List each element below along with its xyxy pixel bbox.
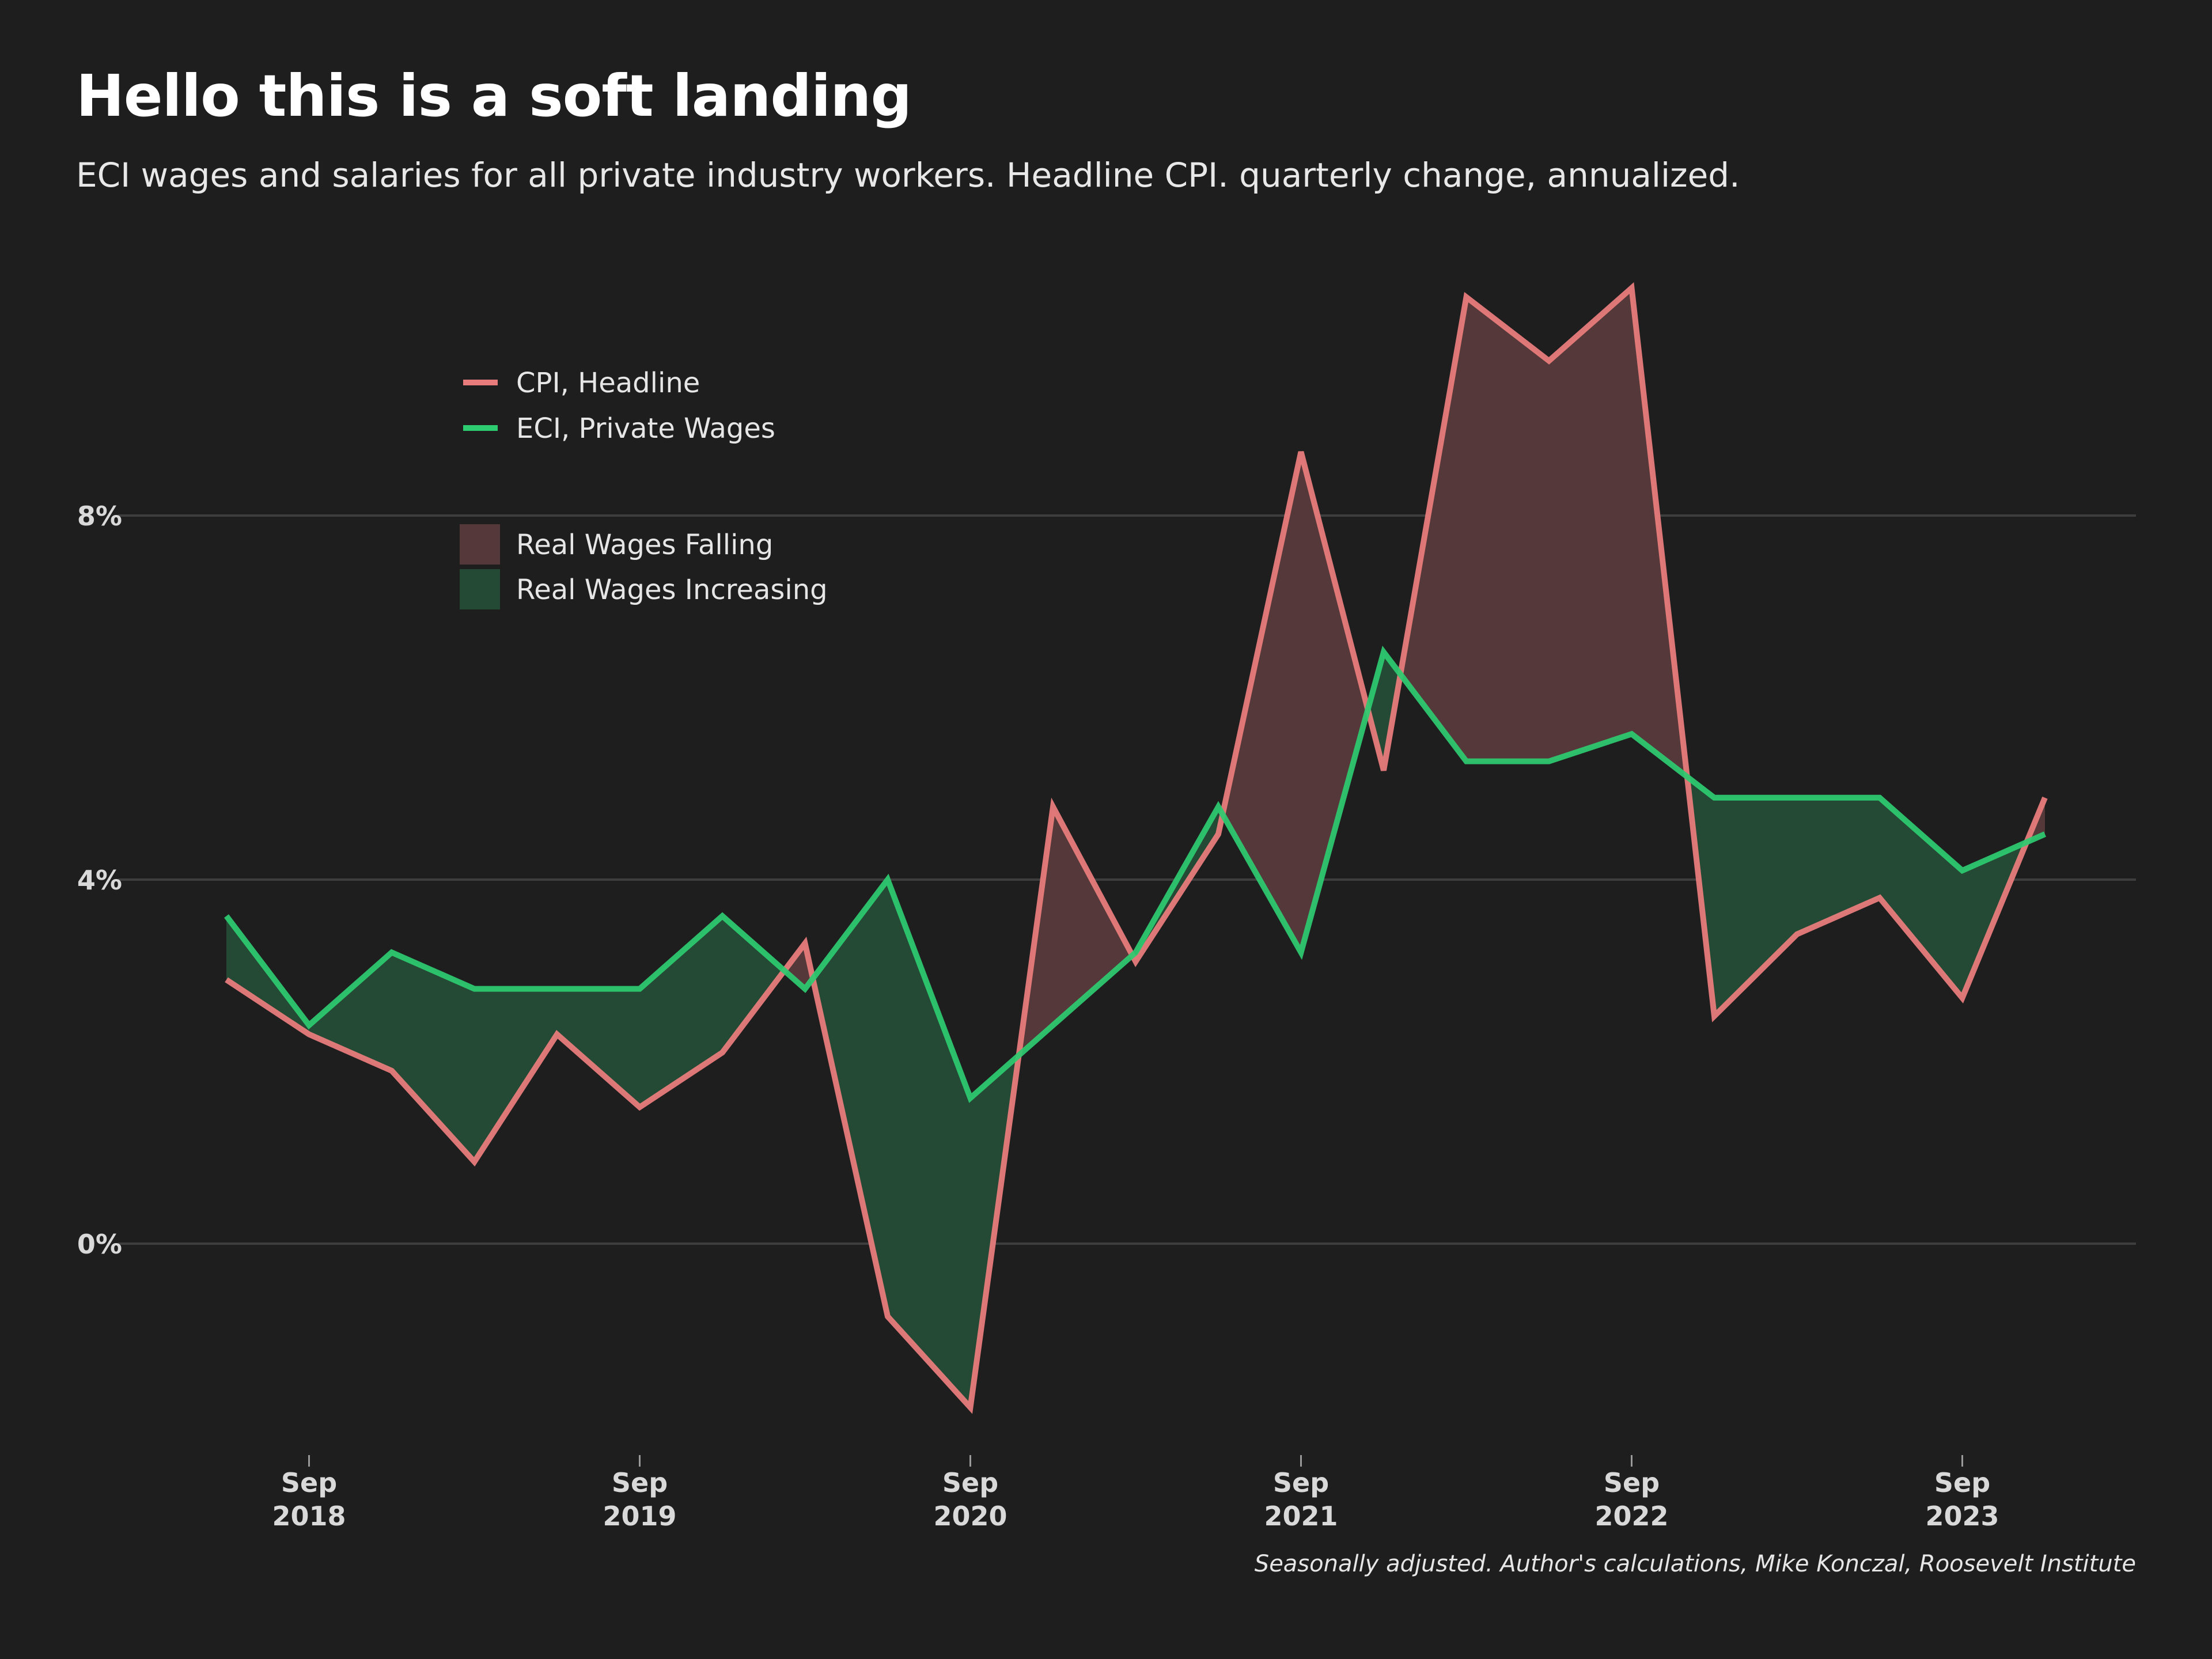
fill-segment (1400, 297, 1467, 762)
fill-segment (1301, 452, 1368, 953)
x-tick-label-year: 2020 (933, 1501, 1007, 1532)
legend: CPI, Headline ECI, Private Wages Real Wage… (460, 367, 828, 609)
fill-segment (813, 880, 888, 1317)
chart-subtitle: ECI wages and salaries for all private i… (76, 156, 1740, 195)
axes: 0%4%8%Sep2018Sep2019Sep2020Sep2021Sep202… (77, 501, 1999, 1532)
series-lines (224, 282, 2048, 1414)
fill-segment (1368, 652, 1384, 771)
fill-segment (1466, 297, 1549, 762)
fill-segment (1549, 288, 1632, 762)
fill-segment (1714, 797, 1797, 1016)
y-tick-label: 0% (77, 1229, 122, 1260)
x-tick-label-year: 2019 (603, 1501, 676, 1532)
fill-segment (557, 988, 640, 1107)
chart-source-note: Seasonally adjusted. Author's calculatio… (1254, 1551, 2136, 1577)
cpi-headline-line (225, 282, 2048, 1414)
fill-segment (639, 916, 722, 1107)
x-tick-label-year: 2023 (1925, 1501, 1999, 1532)
legend-swatch-fill (460, 569, 500, 609)
legend-label: Real Wages Falling (516, 529, 773, 561)
fill-segment (888, 880, 971, 1408)
real-wage-fill-areas (226, 288, 2045, 1408)
fill-segment (1797, 797, 1880, 934)
x-tick-label-year: 2022 (1594, 1501, 1668, 1532)
x-tick-label-month: Sep (1273, 1467, 1329, 1498)
y-tick-label: 8% (77, 501, 122, 532)
legend-label: Real Wages Increasing (516, 574, 828, 606)
legend-swatch-fill (460, 524, 500, 565)
x-tick-label-year: 2018 (272, 1501, 346, 1532)
x-tick-label-month: Sep (281, 1467, 337, 1498)
y-tick-label: 4% (77, 865, 122, 896)
fill-segment (1222, 452, 1301, 953)
eci-private-wages-line (224, 645, 2047, 1103)
x-tick-label-month: Sep (942, 1467, 998, 1498)
legend-label: ECI, Private Wages (516, 412, 775, 445)
fill-segment (722, 916, 785, 1053)
fill-segment (1880, 797, 1963, 998)
fill-segment (392, 952, 475, 1162)
chart-title: Hello this is a soft landing (76, 62, 912, 130)
x-tick-label-month: Sep (1604, 1467, 1660, 1498)
x-tick-label-year: 2021 (1264, 1501, 1338, 1532)
x-tick-label-month: Sep (1934, 1467, 1990, 1498)
legend-label: CPI, Headline (516, 367, 700, 399)
x-tick-label-month: Sep (612, 1467, 668, 1498)
fill-segment (474, 988, 557, 1162)
